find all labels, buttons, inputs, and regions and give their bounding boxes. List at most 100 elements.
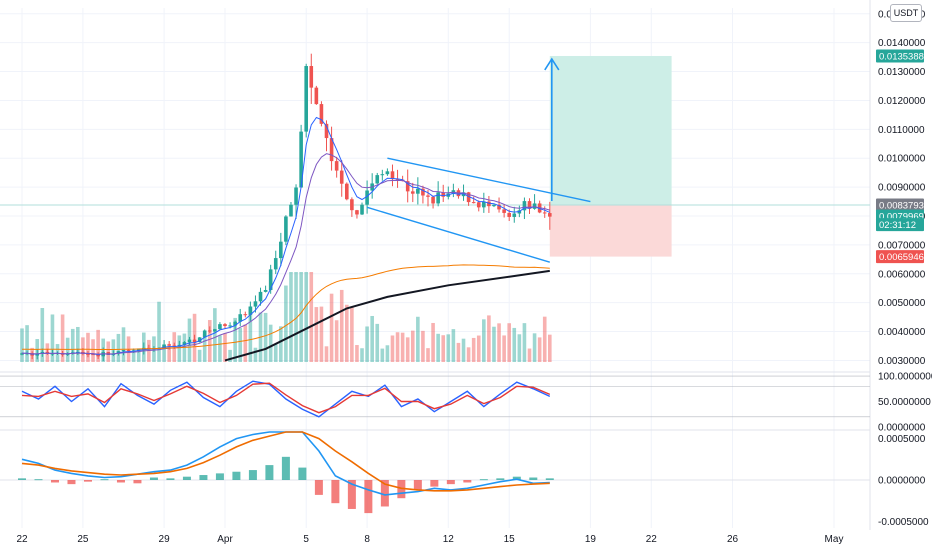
volume-bar [304,272,308,362]
volume-bar [50,314,55,362]
time-tick-label: 25 [77,534,89,545]
time-tick-label: 22 [646,534,658,545]
volume-bar [502,335,506,362]
candle-up [20,353,24,355]
candle-down [355,210,359,215]
time-tick-label: 19 [585,534,597,545]
macd-histogram-bar [496,478,505,480]
candle-up [197,337,202,343]
candle-down [167,344,171,346]
volume-bar [136,348,141,362]
price-badge-target [876,49,924,63]
volume-bar [238,328,243,362]
candle-down [548,213,552,217]
volume-bar [370,315,374,362]
candle-down [86,353,90,355]
volume-bar [441,335,446,362]
volume-bar [405,337,410,362]
grid-lines [0,0,871,530]
candle-down [243,314,248,316]
volume-bar [253,347,258,362]
volume-bar [329,293,334,362]
volume-bar [395,332,400,362]
candle-down [339,170,344,184]
volume-bar [223,333,227,362]
volume-bar [507,323,511,362]
stoch-d-line [21,382,551,414]
volume-bar [542,316,547,362]
time-tick-label: 15 [504,534,516,545]
stoch-tick-label: 0.0000000 [878,422,926,433]
price-tick-label: 0.0130000 [878,67,926,78]
candle-up [436,192,440,204]
macd-histogram-bar [265,465,274,480]
macd-histogram-bar [100,479,109,481]
candle-up [136,349,141,351]
macd-tick-label: -0.0005000 [878,517,929,528]
candle-up [233,321,237,326]
candle-down [126,350,131,352]
volume-bar [263,312,268,362]
target-arrow-head [544,57,560,71]
macd-histogram-bar [314,480,323,495]
volume-bar [162,344,166,362]
candle-down [441,192,446,197]
volume-bar [532,333,537,362]
volume-bar [426,348,430,362]
candle-up [365,190,369,205]
price-tick-label: 0.0040000 [878,327,926,338]
target-zone [549,55,672,206]
volume-bar [213,308,217,362]
volume-bar [284,285,288,362]
volume-bar [487,315,491,362]
candle-up [482,201,486,208]
volume-bar [218,335,222,362]
macd-histogram-bar [215,473,224,480]
volume-bar [385,345,390,362]
candle-up [263,290,268,292]
candle-down [207,330,212,332]
macd-histogram-bar [133,480,142,484]
time-tick-label: 29 [159,534,171,545]
volume-bar [517,334,522,362]
macd-histogram-bar [298,467,307,480]
candle-up [218,324,222,330]
volume-bar [334,320,339,362]
price-badge-text-last: 0.0079969 [879,212,924,223]
volume-bar [76,326,80,362]
macd-histogram-bar [545,478,554,480]
candle-down [350,199,354,211]
candle-up [182,342,187,345]
candle-up [360,204,364,215]
candle-down [345,183,349,200]
volume-bar [197,349,202,362]
volume-bar [91,339,95,362]
volume-bar [416,316,420,362]
price-tick-label: 0.0140000 [878,38,926,49]
candle-up [162,344,166,349]
volume-bar [345,304,349,362]
price-tick-label: 0.0050000 [878,298,926,309]
candle-up [258,291,263,302]
volume-bar [456,342,461,362]
currency-badge[interactable]: USDT [890,4,922,22]
candle-down [390,171,395,180]
macd-histogram-bar [18,478,26,480]
candle-up [213,329,217,332]
macd-histogram-bar [67,480,76,485]
channel-upper-line [387,157,591,203]
channel-lower-line [366,206,551,263]
candle-up [253,301,258,307]
macd-histogram-bar [116,480,125,483]
candle-up [35,353,40,356]
candle-down [319,104,324,124]
volume-bar [497,323,501,362]
candle-down [192,339,197,343]
candle-down [426,195,430,197]
price-badge-countdown [876,218,924,232]
stochastic-pane [0,375,870,418]
candle-down [395,179,400,181]
macd-histogram-bar [430,480,439,487]
macd-histogram-bar [397,480,406,499]
